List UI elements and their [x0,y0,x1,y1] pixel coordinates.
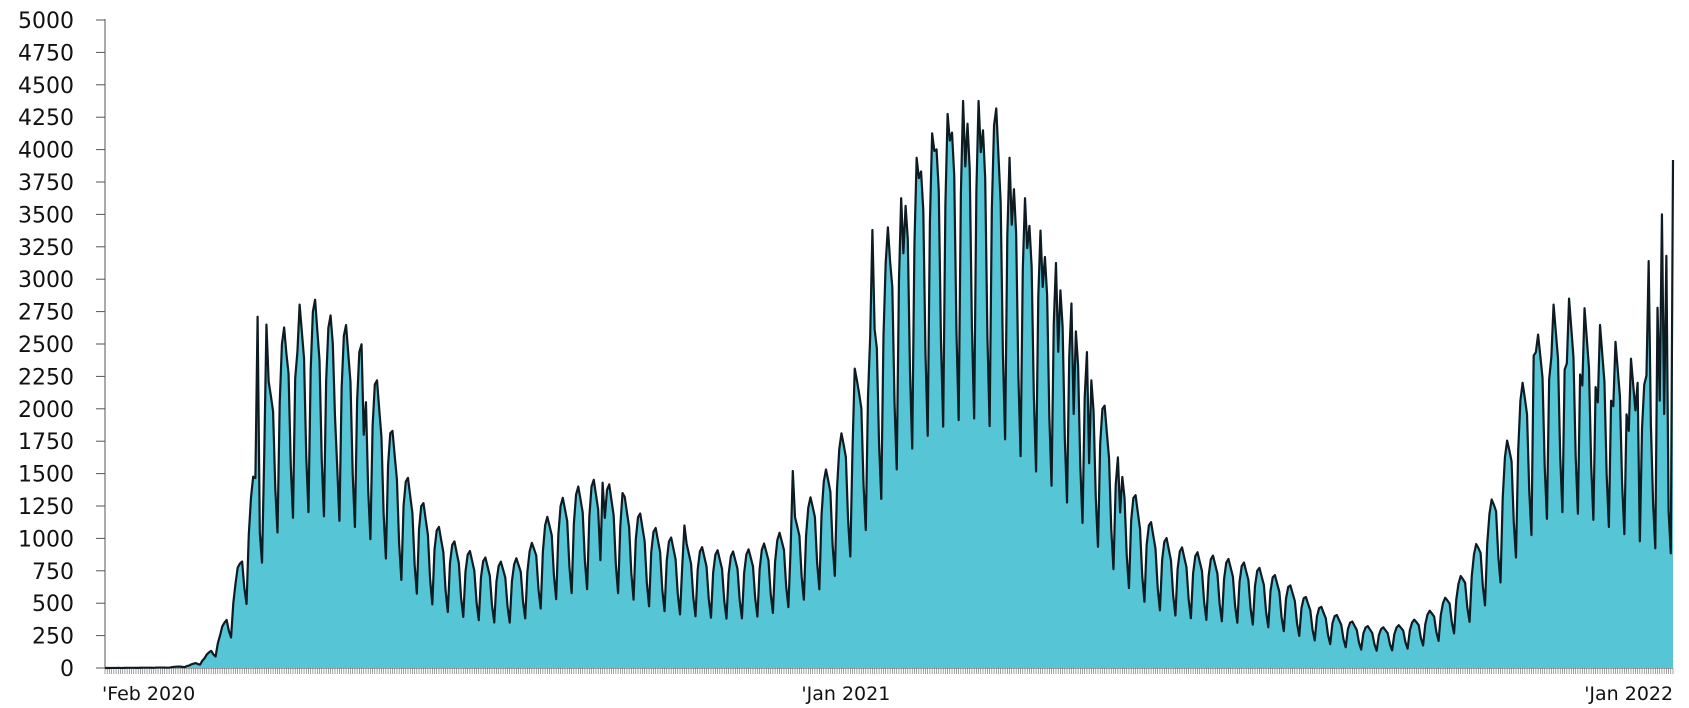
y-tick-label: 4500 [18,74,74,99]
x-axis: 'Feb 2020 'Jan 2021 'Jan 2022 [102,667,1674,705]
y-tick-label: 1000 [18,527,74,552]
y-tick-label: 2750 [18,301,74,326]
y-tick-label: 1750 [18,430,74,455]
y-tick-label: 1250 [18,495,74,520]
y-tick-label: 4000 [18,139,74,164]
x-day-ticks [104,668,1674,674]
y-tick-label: 4250 [18,106,74,131]
series-area [105,101,1673,668]
x-tick-label: 'Jan 2022 [1584,683,1673,705]
y-tick-label: 5000 [18,9,74,34]
series-line [104,99,1675,670]
y-tick-label: 0 [60,657,74,682]
x-tick-label: 'Feb 2020 [102,683,195,705]
y-tick-label: 500 [32,592,74,617]
y-tick-label: 2500 [18,333,74,358]
x-tick-label: 'Jan 2021 [801,683,890,705]
y-tick-label: 3500 [18,203,74,228]
y-tick-label: 250 [32,625,74,650]
y-tick-label: 750 [32,560,74,585]
y-tick-label: 4750 [18,41,74,66]
y-tick-label: 2250 [18,365,74,390]
y-tick-label: 1500 [18,463,74,488]
y-tick-label: 3750 [18,171,74,196]
y-axis: 0 250 500 750 1000 1250 1500 1750 2000 2250 2500 27… [18,9,106,682]
y-tick-label: 2000 [18,398,74,423]
y-tick-label: 3000 [18,268,74,293]
y-tick-label: 3250 [18,236,74,261]
